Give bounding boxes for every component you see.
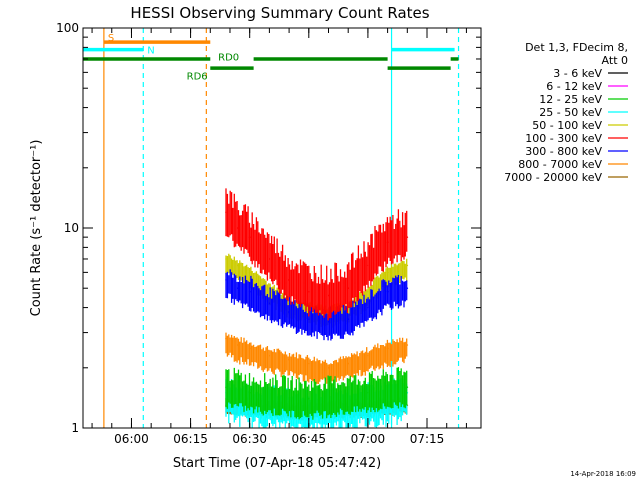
data-point [406, 236, 409, 238]
data-point [386, 271, 389, 274]
data-point [327, 366, 330, 369]
axes-layer: 1 10 100 06:00 06:15 06:30 06:45 07:00 07:15 [56, 21, 482, 446]
series-trace-path [225, 367, 408, 420]
legend-entry-label: 800 - 7000 keV [518, 158, 602, 171]
data-point [288, 311, 290, 313]
data-point [347, 287, 350, 290]
data-point [237, 344, 239, 346]
x-axis-label: Start Time (07-Apr-18 05:47:42) [173, 456, 381, 471]
x-tick-label: 06:30 [232, 432, 267, 446]
legend-entry-label: 6 - 12 keV [546, 80, 602, 93]
data-point [225, 279, 227, 281]
data-point [268, 354, 271, 357]
data-point [248, 290, 251, 293]
legend-entry-label: 12 - 25 keV [539, 93, 602, 106]
data-point [225, 211, 227, 213]
data-point [367, 290, 369, 293]
data-point [406, 386, 409, 388]
timestamp-footer: 14-Apr-2018 16:09 [570, 470, 636, 478]
data-point [307, 318, 310, 320]
data-point [268, 258, 271, 260]
data-point [367, 264, 369, 267]
series-trace-path [225, 269, 408, 341]
legend-header-line: Att 0 [602, 54, 628, 67]
x-tick-label: 06:00 [114, 432, 149, 446]
data-point [307, 290, 310, 293]
legend-entry-label: 3 - 6 keV [553, 67, 602, 80]
data-point [288, 279, 290, 281]
x-tick-label: 07:00 [351, 432, 386, 446]
legend-entry-label: 25 - 50 keV [539, 106, 602, 119]
data-point [347, 318, 350, 320]
legend-entry-label: 100 - 300 keV [525, 132, 602, 145]
data-point [406, 344, 409, 346]
y-tick-label: 10 [64, 221, 79, 235]
data-point [268, 302, 271, 305]
y-axis-label: Count Rate (s⁻¹ detector⁻¹) [29, 140, 44, 317]
data-point [248, 391, 251, 394]
data-point [225, 258, 227, 260]
series-100-300-kev-trace [225, 188, 409, 321]
x-tick-label: 07:15 [410, 432, 445, 446]
series-trace-path [225, 332, 408, 387]
y-tick-label: 1 [71, 421, 79, 435]
data-point [367, 306, 369, 309]
series-12-25-kev-trace [225, 367, 409, 420]
data-point [248, 271, 251, 274]
data-point [248, 347, 251, 350]
data-point [307, 362, 310, 365]
data-point [367, 354, 369, 357]
series-300-800-kev-trace [225, 269, 409, 341]
data-point [237, 264, 239, 267]
data-point [386, 241, 389, 243]
data-point [288, 358, 290, 361]
data-point [225, 337, 227, 340]
legend-entry-label: 7000 - 20000 keV [504, 171, 602, 184]
data-point [347, 362, 350, 365]
y-tick-label: 100 [56, 21, 79, 35]
data-point [406, 264, 409, 267]
series-800-7000-kev-trace [225, 332, 409, 387]
flag-label-n: N [147, 46, 154, 57]
data-point [327, 320, 330, 323]
chart-title: HESSI Observing Summary Count Rates [130, 4, 429, 22]
data-point [237, 227, 239, 229]
flag-label-s: S [108, 33, 114, 44]
flag-label-rd0: RD0 [218, 53, 239, 64]
data-point [225, 386, 227, 388]
data-point [237, 287, 239, 290]
legend-header-line: Det 1,3, FDecim 8, [525, 41, 628, 54]
data-point [367, 391, 369, 394]
data-point [327, 294, 330, 297]
data-point [386, 347, 389, 350]
legend-entry-label: 300 - 800 keV [525, 145, 602, 158]
data-point [406, 287, 409, 290]
x-tick-label: 06:15 [173, 432, 208, 446]
data-point [248, 236, 251, 238]
data-point [307, 397, 310, 400]
data-point [386, 290, 389, 293]
legend-entry-label: 50 - 100 keV [532, 119, 602, 132]
data-layer: S N RD0 RD6 [83, 28, 460, 428]
x-tick-label: 06:45 [291, 432, 326, 446]
flag-label-rd6: RD6 [187, 71, 208, 82]
